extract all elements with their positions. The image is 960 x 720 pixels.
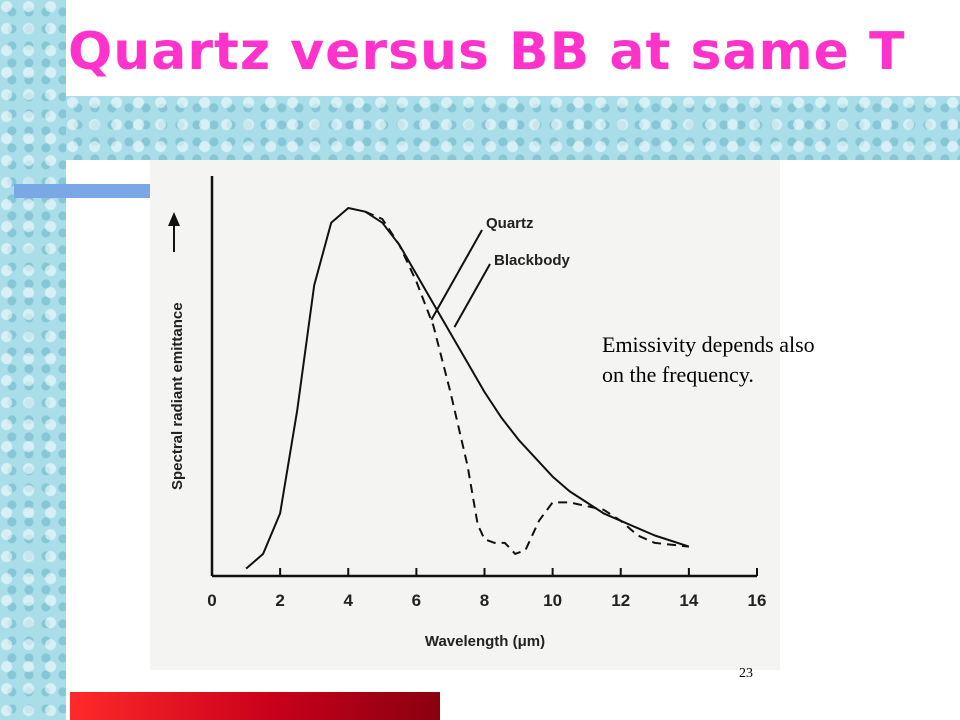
annotation-line-1: Emissivity depends also <box>602 332 815 357</box>
page-number: 23 <box>739 666 753 681</box>
y-axis-arrowhead <box>168 212 180 226</box>
chart-annotations: Quartz Blackbody <box>430 215 571 328</box>
x-axis-label: Wavelength (μm) <box>425 633 545 650</box>
leader-line-blackbody <box>453 263 491 328</box>
x-tick-label: 0 <box>207 591 216 610</box>
background-pattern-left <box>0 0 66 720</box>
accent-bar <box>14 184 152 198</box>
annotation-label-blackbody: Blackbody <box>494 252 571 269</box>
annotation-line-2: on the frequency. <box>602 362 754 387</box>
x-ticks: 0 2 4 6 8 10 12 14 16 <box>207 568 766 610</box>
x-tick-label: 12 <box>611 591 630 610</box>
x-tick-label: 10 <box>543 591 562 610</box>
annotation-label-quartz: Quartz <box>486 215 534 232</box>
chart-series <box>245 207 690 570</box>
chart-svg: 0 2 4 6 8 10 12 14 16 Quartz Blackbody Spectral r… <box>168 176 766 650</box>
footer-bar <box>70 692 440 720</box>
x-tick-label: 16 <box>748 591 767 610</box>
x-tick-label: 4 <box>344 591 354 610</box>
x-tick-label: 14 <box>679 591 698 610</box>
annotation-text: Emissivity depends also on the frequency… <box>602 330 815 390</box>
x-tick-label: 6 <box>412 591 421 610</box>
slide-title: Quartz versus BB at same T <box>68 22 906 82</box>
y-axis-label: Spectral radiant emittance <box>169 302 186 490</box>
series-blackbody-line <box>245 207 690 570</box>
leader-line-quartz <box>430 229 483 321</box>
x-tick-label: 8 <box>480 591 489 610</box>
background-pattern-band <box>66 96 960 160</box>
series-quartz-line <box>364 210 690 555</box>
chart-figure: 0 2 4 6 8 10 12 14 16 Quartz Blackbody Spectral r… <box>150 160 780 670</box>
x-tick-label: 2 <box>275 591 284 610</box>
